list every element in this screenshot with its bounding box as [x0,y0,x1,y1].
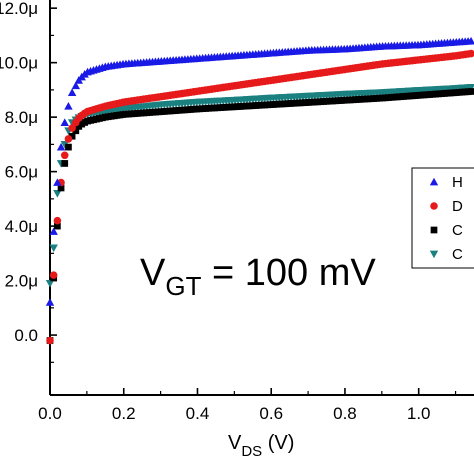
legend-marker [429,177,439,186]
legend-marker [430,202,438,210]
y-tick-label: 6.0μ [5,163,38,182]
data-point [60,141,69,149]
data-point [65,143,72,151]
y-tick-label: 10.0μ [0,54,38,73]
data-point [53,216,62,225]
data-point [466,36,474,45]
data-point [49,227,58,235]
data-point [45,298,55,306]
y-tick-label: 2.0μ [5,272,38,291]
data-point [53,190,62,198]
y-tick-label: 8.0μ [5,108,38,127]
x-tick-label: 1.0 [407,404,431,423]
data-point [45,279,55,288]
x-tick-label: 0.8 [333,404,357,423]
data-point [46,336,54,345]
y-tick-label: 0.0 [14,326,38,345]
data-point [60,118,69,126]
data-point [466,84,474,92]
x-tick-label: 0.4 [186,404,210,423]
data-point [53,178,62,186]
axes [49,0,474,396]
data-point [72,127,80,135]
y-tick-label: 12.0μ [0,0,38,18]
series-square [46,88,474,344]
data-point [49,244,58,253]
data-point [68,124,76,132]
x-tick-label: 0.6 [259,404,283,423]
legend-label: C [452,246,463,263]
data-point [56,142,66,151]
data-point [67,88,77,96]
x-tick-label: 0.0 [38,404,62,423]
series-circle [46,49,474,345]
x-axis-title: VDS (V) [228,432,294,460]
data-point [64,102,73,110]
tick-labels: 0.0 2.0μ 4.0μ 6.0μ 8.0μ 10.0μ 12.0μ 0.0 0.2 0.4 0.… [0,0,431,423]
y-tick-label: 4.0μ [5,217,38,236]
legend-label: D [452,198,463,215]
data-point [57,184,65,192]
data-point [54,222,61,230]
data-point [71,81,81,90]
data-point [68,132,76,140]
data-point [61,160,69,167]
data-point [64,135,73,143]
series-triangle-up [45,36,474,306]
data-markers [45,36,474,345]
data-point [60,151,69,160]
legend-marker [429,250,439,259]
x-tick-label: 0.2 [112,404,136,423]
legend-box [411,167,474,269]
legend-label: H [452,174,463,191]
data-point [467,49,474,58]
legend-marker [430,226,438,234]
data-point [49,271,58,279]
vgt-annotation: VGT = 100 mV [140,252,376,301]
data-point [467,88,474,95]
legend-label: C [452,222,463,239]
